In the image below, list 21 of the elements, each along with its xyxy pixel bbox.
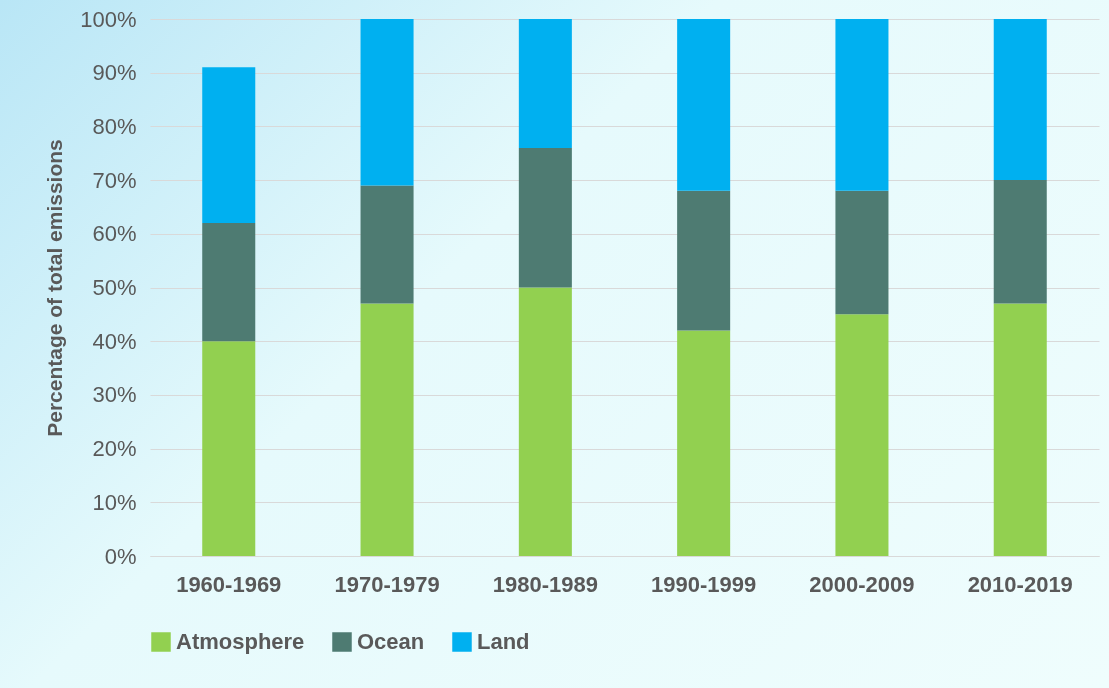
y-tick-label: 20% xyxy=(92,436,137,462)
x-tick-label: 1970-1979 xyxy=(334,571,440,597)
y-tick-label: 80% xyxy=(92,113,137,139)
y-axis-title: Percentage of total emissions xyxy=(43,139,67,437)
y-tick-label: 70% xyxy=(92,167,137,193)
legend-label: Atmosphere xyxy=(176,629,305,654)
y-tick-label: 40% xyxy=(92,328,137,354)
y-tick-label: 100% xyxy=(80,6,137,32)
legend-label: Land xyxy=(477,629,530,654)
y-tick-label: 30% xyxy=(92,382,137,408)
y-tick-label: 60% xyxy=(92,221,137,247)
x-tick-label: 1990-1999 xyxy=(651,571,757,597)
x-tick-label: 1960-1969 xyxy=(176,571,282,597)
x-tick-label: 1980-1989 xyxy=(492,571,598,597)
y-tick-label: 10% xyxy=(92,489,137,515)
y-tick-label: 90% xyxy=(92,60,137,86)
x-tick-label: 2000-2009 xyxy=(809,571,915,597)
y-tick-label: 0% xyxy=(104,543,137,569)
y-tick-label: 50% xyxy=(92,275,137,300)
x-tick-label: 2010-2019 xyxy=(967,571,1073,597)
legend-label: Ocean xyxy=(357,629,425,654)
